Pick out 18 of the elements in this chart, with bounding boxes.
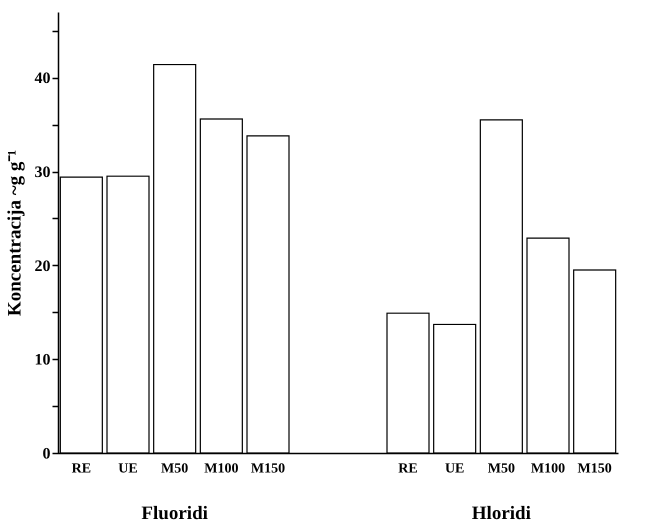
x-tick-label: M100 xyxy=(530,462,566,476)
y-tick-label: 10 xyxy=(34,352,50,369)
x-tick-label: M150 xyxy=(578,462,612,476)
x-tick-label: UE xyxy=(118,462,138,476)
y-tick-label: 0 xyxy=(42,446,50,462)
text: Fluoridi xyxy=(141,503,208,524)
y-axis-title: Koncentracija ~g g⁻¹ xyxy=(4,150,26,316)
x-tick-label: UE xyxy=(444,462,464,476)
text: Hloridi xyxy=(472,503,531,524)
x-tick-label: RE xyxy=(72,462,92,476)
y-tick-label: 30 xyxy=(34,164,50,182)
x-tick-label: M100 xyxy=(204,462,238,476)
x-tick-label: M50 xyxy=(161,462,188,476)
y-tick-label: 20 xyxy=(34,258,50,275)
y-tick-label: 40 xyxy=(34,70,50,88)
x-tick-label: RE xyxy=(398,462,418,476)
x-tick-label: M150 xyxy=(250,462,286,476)
x-tick-label: M50 xyxy=(488,462,515,476)
